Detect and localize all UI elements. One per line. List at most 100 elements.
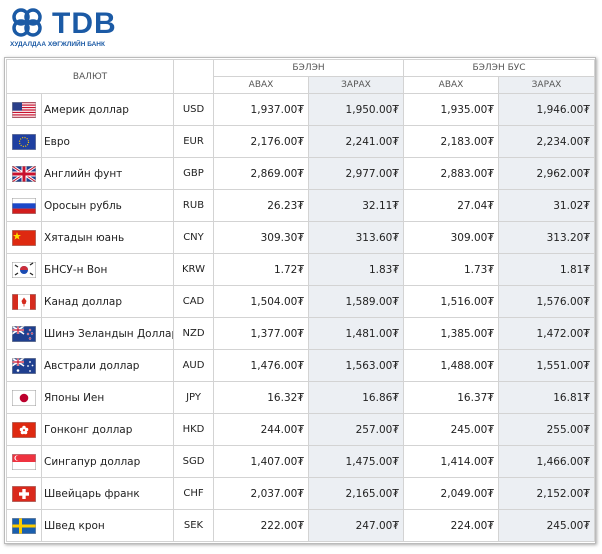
rate-row: Канад доллар CAD 1,504.00₮ 1,589.00₮ 1,516.0… — [6, 285, 595, 318]
currency-name: БНСУ-н Вон — [41, 253, 174, 286]
rate-row: Евро EUR 2,176.00₮ 2,241.00₮ 2,183.00₮ 2,234.… — [6, 125, 595, 158]
currency-code: JPY — [173, 381, 214, 414]
rate-row: Австрали доллар AUD 1,476.00₮ 1,563.00₮ 1,48… — [6, 349, 595, 382]
noncash-sell: 1,551.00₮ — [498, 349, 595, 382]
noncash-sell: 313.20₮ — [498, 221, 595, 254]
flag-shape — [16, 368, 20, 372]
currency-name: Америк доллар — [41, 93, 174, 126]
cash-buy: 222.00₮ — [213, 509, 309, 542]
flag — [12, 197, 36, 214]
code-header — [173, 59, 214, 94]
flag-shape — [20, 430, 25, 434]
flag-shape — [12, 108, 36, 111]
flag-shape — [30, 293, 36, 310]
flag-shape — [12, 103, 36, 106]
rate-row: БНСУ-н Вон KRW 1.72₮ 1.83₮ 1.73₮ 1.81₮ — [6, 253, 595, 286]
rates-panel: ВАЛЮТ БЭЛЭН БЭЛЭН БУС АВАХ ЗАРАХ АВАХ ЗА… — [4, 57, 596, 544]
currency-name: Японы Иен — [41, 381, 174, 414]
logo-subtitle: ХУДАЛДАА ХӨГЖЛИЙН БАНК — [10, 41, 105, 48]
cash-buy: 1,407.00₮ — [213, 445, 309, 478]
flag-shape — [23, 303, 25, 306]
logo[interactable]: TDB ХУДАЛДАА ХӨГЖЛИЙН БАНК — [8, 6, 128, 50]
cash-buy: 2,176.00₮ — [213, 125, 309, 158]
currency-name: Австрали доллар — [41, 349, 174, 382]
cash-sell: 16.86₮ — [308, 381, 404, 414]
header-row: ВАЛЮТ БЭЛЭН БЭЛЭН БУС — [6, 59, 595, 94]
flag-shape — [12, 389, 36, 406]
cash-header: БЭЛЭН — [213, 59, 404, 77]
flag-shape — [26, 332, 30, 335]
currency-name: Евро — [41, 125, 174, 158]
noncash-sell: 1,946.00₮ — [498, 93, 595, 126]
flag-shape — [19, 425, 29, 434]
currency-code: GBP — [173, 157, 214, 190]
cash-buy: 244.00₮ — [213, 413, 309, 446]
noncash-buy: 309.00₮ — [403, 221, 499, 254]
rate-row: Шинэ Зеландын Доллар NZD 1,377.00₮ 1,481.00… — [6, 317, 595, 350]
flag-shape — [12, 165, 36, 182]
flag-cell — [6, 157, 42, 190]
flag-shape — [13, 231, 21, 240]
currency-code: HKD — [173, 413, 214, 446]
flag — [11, 324, 36, 342]
flag-cell — [6, 317, 42, 350]
flag-shape — [12, 113, 36, 116]
currency-code: CHF — [173, 477, 214, 510]
flag-cell — [6, 189, 42, 222]
rate-row: Японы Иен JPY 16.32₮ 16.86₮ 16.37₮ 16.81₮ — [6, 381, 595, 414]
rate-row: Хятадын юань CNY 309.30₮ 313.60₮ 309.00₮ 313.… — [6, 221, 595, 254]
flag-shape — [12, 111, 36, 113]
noncash-buy: 16.37₮ — [403, 381, 499, 414]
cash-sell: 257.00₮ — [308, 413, 404, 446]
currency-header: ВАЛЮТ — [6, 59, 174, 94]
sell-header: ЗАРАХ — [498, 76, 595, 94]
flag-shape — [29, 360, 31, 363]
flag-cell — [6, 413, 42, 446]
noncash-sell: 1,576.00₮ — [498, 285, 595, 318]
flag-cell — [6, 285, 42, 318]
noncash-buy: 1,488.00₮ — [403, 349, 499, 382]
flag-shape — [24, 427, 29, 431]
flag-shape — [12, 485, 36, 502]
currency-code: SGD — [173, 445, 214, 478]
noncash-sell: 2,962.00₮ — [498, 157, 595, 190]
noncash-buy: 1,414.00₮ — [403, 445, 499, 478]
cash-sell: 1,563.00₮ — [308, 349, 404, 382]
flag-shape — [12, 202, 36, 209]
currency-name: Швед крон — [41, 509, 174, 542]
flag-shape — [12, 261, 36, 278]
flag-shape — [19, 427, 24, 431]
noncash-sell: 2,234.00₮ — [498, 125, 595, 158]
cash-sell: 2,977.00₮ — [308, 157, 404, 190]
noncash-buy: 1.73₮ — [403, 253, 499, 286]
flag-shape — [12, 293, 18, 310]
flag-shape — [31, 364, 34, 366]
cash-buy: 16.32₮ — [213, 381, 309, 414]
cash-sell: 2,241.00₮ — [308, 125, 404, 158]
noncash-buy: 2,883.00₮ — [403, 157, 499, 190]
cash-sell: 1,481.00₮ — [308, 317, 404, 350]
currency-code: CNY — [173, 221, 214, 254]
flag-shape — [12, 101, 36, 118]
cash-buy: 309.30₮ — [213, 221, 309, 254]
flag-shape — [12, 421, 36, 438]
noncash-sell: 2,152.00₮ — [498, 477, 595, 510]
rate-row: Английн фунт GBP 2,869.00₮ 2,977.00₮ 2,883.0… — [6, 157, 595, 190]
flag-cell — [6, 509, 42, 542]
cash-buy: 2,037.00₮ — [213, 477, 309, 510]
cash-buy: 26.23₮ — [213, 189, 309, 222]
cash-sell: 247.00₮ — [308, 509, 404, 542]
flag-shape — [30, 331, 34, 335]
flag-shape — [12, 133, 36, 150]
currency-name: Оросын рубль — [41, 189, 174, 222]
flag-shape — [12, 133, 36, 150]
flag-shape — [12, 453, 36, 462]
cash-sell: 313.60₮ — [308, 221, 404, 254]
flag-cell — [6, 221, 42, 254]
noncash-buy: 1,516.00₮ — [403, 285, 499, 318]
noncash-sell: 16.81₮ — [498, 381, 595, 414]
flag-shape — [21, 297, 27, 304]
noncash-sell: 245.00₮ — [498, 509, 595, 542]
flag — [12, 133, 36, 150]
flag-shape — [23, 430, 28, 434]
